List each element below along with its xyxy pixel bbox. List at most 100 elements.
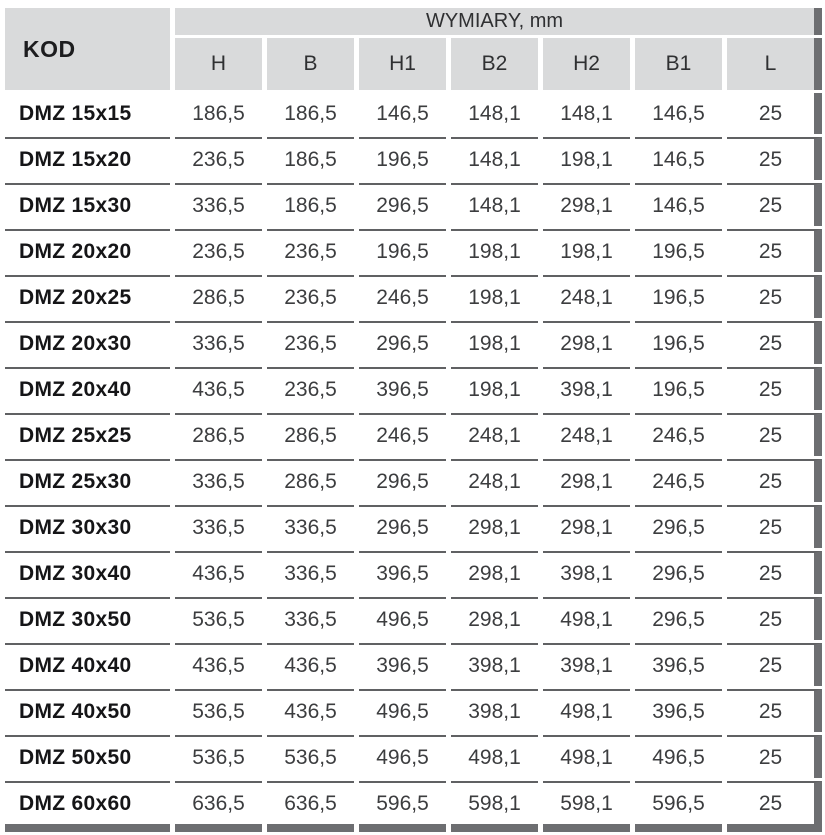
- cell-B1: 296,5: [635, 551, 722, 594]
- cell-H: 636,5: [175, 781, 262, 832]
- cell-B: 336,5: [267, 597, 354, 640]
- cell-B1: 146,5: [635, 93, 722, 134]
- cell-B1: 146,5: [635, 137, 722, 180]
- cell-B1: 196,5: [635, 229, 722, 272]
- cell-B: 436,5: [267, 689, 354, 732]
- cell-B: 186,5: [267, 137, 354, 180]
- cell-H: 286,5: [175, 275, 262, 318]
- cell-B: 236,5: [267, 367, 354, 410]
- table-row: DMZ 15x30 336,5 186,5 296,5 148,1 298,1 146,5 2…: [5, 183, 822, 226]
- cell-H2: 298,1: [543, 183, 630, 226]
- cell-B2: 298,1: [451, 505, 538, 548]
- cell-L: 25: [727, 689, 822, 732]
- cell-H2: 298,1: [543, 459, 630, 502]
- cell-H: 336,5: [175, 183, 262, 226]
- cell-H1: 146,5: [359, 93, 446, 134]
- cell-H: 336,5: [175, 459, 262, 502]
- table-row: DMZ 25x30 336,5 286,5 296,5 248,1 298,1 246,5 2…: [5, 459, 822, 502]
- cell-H2: 248,1: [543, 413, 630, 456]
- cell-B2: 498,1: [451, 735, 538, 778]
- column-header-B: B: [267, 38, 354, 90]
- cell-H2: 398,1: [543, 367, 630, 410]
- cell-L: 25: [727, 551, 822, 594]
- cell-B2: 298,1: [451, 551, 538, 594]
- cell-L: 25: [727, 459, 822, 502]
- row-code: DMZ 20x25: [5, 275, 170, 318]
- cell-B1: 496,5: [635, 735, 722, 778]
- cell-H2: 198,1: [543, 137, 630, 180]
- table-row: DMZ 20x40 436,5 236,5 396,5 198,1 398,1 196,5 2…: [5, 367, 822, 410]
- cell-L: 25: [727, 275, 822, 318]
- kod-column-header: KOD: [5, 8, 170, 90]
- table-row: DMZ 20x25 286,5 236,5 246,5 198,1 248,1 196,5 2…: [5, 275, 822, 318]
- cell-B2: 148,1: [451, 93, 538, 134]
- cell-L: 25: [727, 183, 822, 226]
- column-header-row: H B H1 B2 H2 B1 L: [5, 38, 822, 90]
- table-row: DMZ 20x30 336,5 236,5 296,5 198,1 298,1 196,5 2…: [5, 321, 822, 364]
- cell-H: 336,5: [175, 505, 262, 548]
- cell-H2: 598,1: [543, 781, 630, 832]
- cell-H1: 396,5: [359, 367, 446, 410]
- table-row: DMZ 50x50 536,5 536,5 496,5 498,1 498,1 496,5 2…: [5, 735, 822, 778]
- cell-H1: 396,5: [359, 551, 446, 594]
- cell-B2: 148,1: [451, 137, 538, 180]
- table-row: DMZ 30x40 436,5 336,5 396,5 298,1 398,1 296,5 2…: [5, 551, 822, 594]
- cell-B1: 196,5: [635, 367, 722, 410]
- row-code: DMZ 25x30: [5, 459, 170, 502]
- dimensions-table: KOD WYMIARY, mm H B H1 B2 H2 B1 L DMZ 15x15 186…: [0, 5, 825, 835]
- row-code: DMZ 15x20: [5, 137, 170, 180]
- cell-B2: 198,1: [451, 229, 538, 272]
- cell-L: 25: [727, 367, 822, 410]
- cell-B2: 398,1: [451, 643, 538, 686]
- column-header-H2: H2: [543, 38, 630, 90]
- cell-H1: 596,5: [359, 781, 446, 832]
- cell-B2: 398,1: [451, 689, 538, 732]
- cell-B1: 396,5: [635, 689, 722, 732]
- column-header-H: H: [175, 38, 262, 90]
- cell-B2: 198,1: [451, 275, 538, 318]
- row-code: DMZ 15x30: [5, 183, 170, 226]
- cell-H1: 296,5: [359, 459, 446, 502]
- table-row: DMZ 60x60 636,5 636,5 596,5 598,1 598,1 596,5 2…: [5, 781, 822, 832]
- cell-L: 25: [727, 137, 822, 180]
- cell-H1: 296,5: [359, 183, 446, 226]
- cell-H2: 498,1: [543, 735, 630, 778]
- cell-H1: 246,5: [359, 275, 446, 318]
- cell-B1: 396,5: [635, 643, 722, 686]
- cell-B: 536,5: [267, 735, 354, 778]
- cell-H2: 248,1: [543, 275, 630, 318]
- table-row: DMZ 30x30 336,5 336,5 296,5 298,1 298,1 296,5 2…: [5, 505, 822, 548]
- cell-L: 25: [727, 643, 822, 686]
- cell-L: 25: [727, 781, 822, 832]
- cell-B1: 196,5: [635, 321, 722, 364]
- cell-L: 25: [727, 413, 822, 456]
- column-header-H1: H1: [359, 38, 446, 90]
- cell-B: 286,5: [267, 413, 354, 456]
- cell-B1: 196,5: [635, 275, 722, 318]
- cell-H1: 246,5: [359, 413, 446, 456]
- cell-L: 25: [727, 93, 822, 134]
- cell-H: 236,5: [175, 229, 262, 272]
- table-row: DMZ 15x15 186,5 186,5 146,5 148,1 148,1 146,5 2…: [5, 93, 822, 134]
- cell-B2: 248,1: [451, 413, 538, 456]
- cell-H: 336,5: [175, 321, 262, 364]
- cell-H2: 498,1: [543, 597, 630, 640]
- cell-B2: 598,1: [451, 781, 538, 832]
- row-code: DMZ 15x15: [5, 93, 170, 134]
- cell-H1: 496,5: [359, 689, 446, 732]
- cell-H2: 298,1: [543, 321, 630, 364]
- table-row: DMZ 30x50 536,5 336,5 496,5 298,1 498,1 296,5 2…: [5, 597, 822, 640]
- cell-B1: 296,5: [635, 505, 722, 548]
- table-row: DMZ 15x20 236,5 186,5 196,5 148,1 198,1 146,5 2…: [5, 137, 822, 180]
- row-code: DMZ 30x40: [5, 551, 170, 594]
- cell-H1: 296,5: [359, 505, 446, 548]
- table-row: DMZ 20x20 236,5 236,5 196,5 198,1 198,1 196,5 2…: [5, 229, 822, 272]
- cell-L: 25: [727, 229, 822, 272]
- cell-H1: 496,5: [359, 735, 446, 778]
- table-header: KOD WYMIARY, mm H B H1 B2 H2 B1 L: [5, 8, 822, 90]
- table-row: DMZ 25x25 286,5 286,5 246,5 248,1 248,1 246,5 2…: [5, 413, 822, 456]
- row-code: DMZ 30x50: [5, 597, 170, 640]
- column-header-L: L: [727, 38, 822, 90]
- cell-L: 25: [727, 321, 822, 364]
- dimensions-group-header: WYMIARY, mm: [175, 8, 822, 35]
